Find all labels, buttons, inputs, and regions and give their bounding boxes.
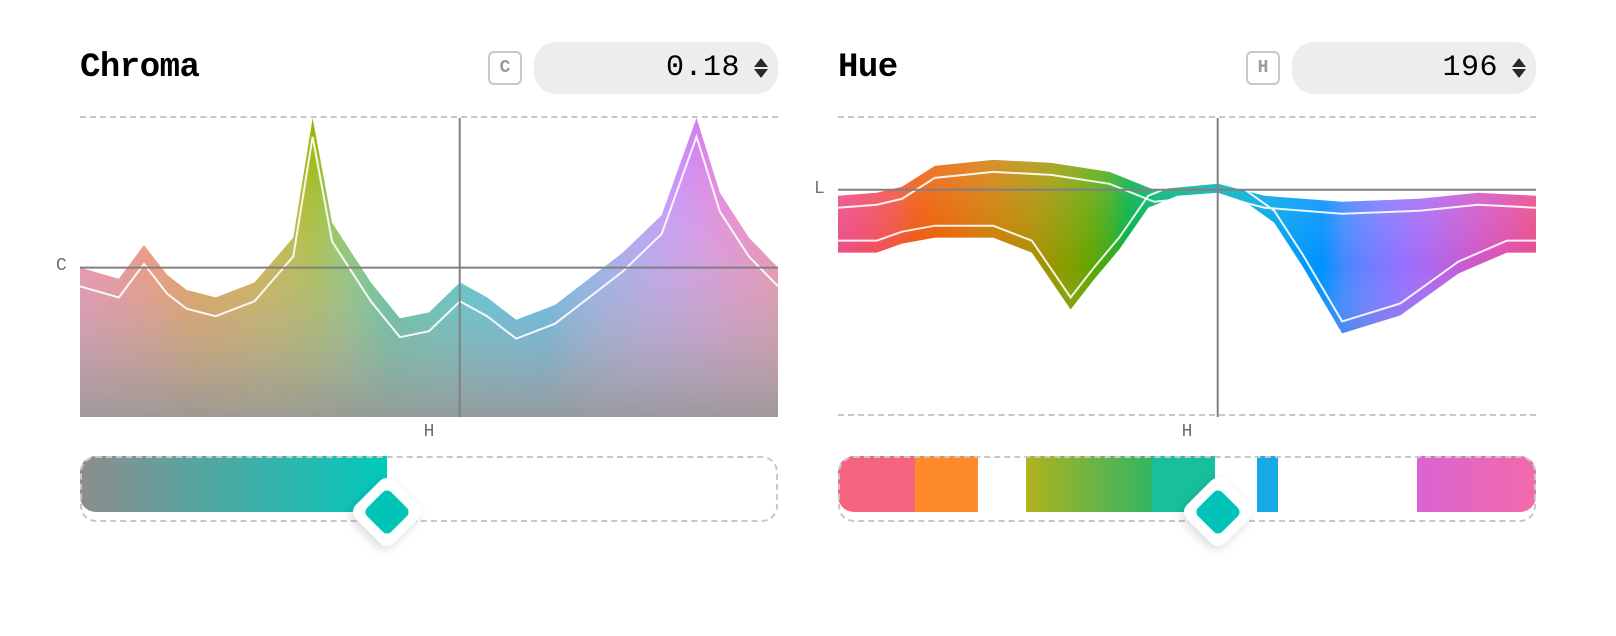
chroma-slider-thumb[interactable] [360,485,414,539]
hue-slider-segment [915,456,978,512]
chroma-axis-x-label: H [424,422,435,442]
chroma-value-text: 0.18 [666,51,740,85]
hue-step-down-button[interactable] [1512,69,1526,78]
hue-slider-segment [1026,456,1152,512]
chroma-axis-y-label: C [56,256,67,276]
chroma-key-badge: C [488,51,522,85]
chroma-stepper [754,58,768,78]
chroma-value-input[interactable]: 0.18 [534,42,778,94]
chroma-slider-track [80,456,778,512]
chroma-chart[interactable]: C H [80,116,778,416]
hue-slider-segment [838,456,915,512]
hue-header: Hue H 196 [838,40,1536,96]
hue-axis-x-label: H [1182,422,1193,442]
chroma-header: Chroma C 0.18 [80,40,778,96]
chroma-slider[interactable] [80,456,778,522]
hue-slider-segment [1257,456,1278,512]
hue-key-badge: H [1246,51,1280,85]
hue-gamut-svg [838,118,1536,417]
hue-axis-y-label: L [814,179,825,199]
chroma-panel: Chroma C 0.18 [80,40,778,636]
hue-value-text: 196 [1442,51,1498,85]
hue-slider[interactable] [838,456,1536,522]
hue-stepper [1512,58,1526,78]
hue-step-up-button[interactable] [1512,58,1526,67]
hue-chart[interactable]: L H [838,116,1536,416]
hue-slider-thumb[interactable] [1191,485,1245,539]
hue-value-input[interactable]: 196 [1292,42,1536,94]
chroma-step-down-button[interactable] [754,69,768,78]
chroma-step-up-button[interactable] [754,58,768,67]
chroma-gamut-svg [80,118,778,417]
hue-panel: Hue H 196 [838,40,1536,636]
chroma-title: Chroma [80,49,488,87]
hue-title: Hue [838,49,1246,87]
hue-slider-segment [1417,456,1536,512]
